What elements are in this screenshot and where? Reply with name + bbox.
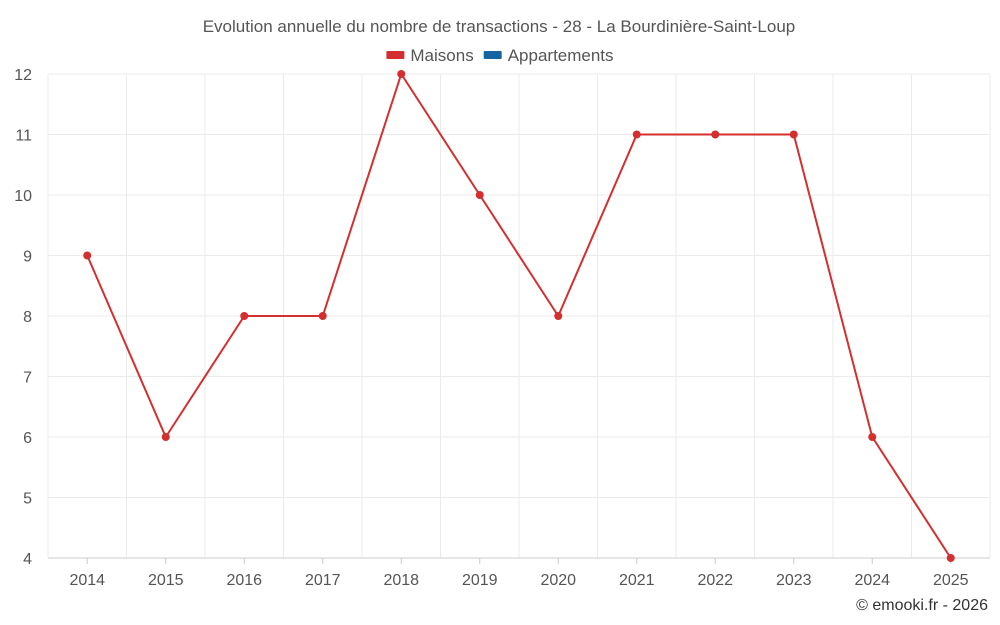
x-tick-label: 2016 [226, 572, 262, 589]
x-tick-label: 2024 [854, 572, 890, 589]
data-point[interactable] [240, 312, 249, 320]
grid [47, 73, 991, 558]
x-tick-label: 2022 [697, 572, 733, 589]
y-tick-label: 10 [14, 188, 32, 205]
x-tick-label: 2020 [540, 572, 576, 589]
legend-item-appartements[interactable]: Appartements [483, 46, 614, 65]
data-point[interactable] [868, 433, 877, 441]
x-tick-label: 2023 [776, 572, 812, 589]
y-tick-label: 8 [23, 309, 32, 326]
legend-swatch [386, 51, 405, 59]
x-tick-label: 2017 [305, 572, 341, 589]
y-tick-label: 7 [23, 370, 32, 387]
legend: Maisons Appartements [386, 46, 614, 65]
credit-text: © emooki.fr - 2026 [856, 597, 988, 614]
x-tick-label: 2014 [69, 572, 105, 589]
legend-swatch [483, 51, 502, 59]
data-point[interactable] [789, 130, 798, 139]
y-tick-label: 9 [23, 249, 32, 266]
y-tick-label: 4 [23, 551, 32, 568]
series-line-maisons [86, 73, 952, 559]
data-point[interactable] [554, 312, 563, 320]
y-tick-label: 6 [23, 430, 32, 447]
data-point[interactable] [632, 130, 641, 139]
data-point[interactable] [946, 554, 955, 562]
data-point[interactable] [83, 251, 92, 260]
legend-item-maisons[interactable]: Maisons [386, 46, 474, 65]
data-point[interactable] [475, 191, 484, 199]
y-tick-label: 5 [23, 491, 32, 508]
data-point[interactable] [711, 130, 720, 139]
data-point[interactable] [397, 70, 406, 78]
x-tick-label: 2025 [933, 572, 969, 589]
chart-title: Evolution annuelle du nombre de transact… [203, 17, 796, 36]
data-point[interactable] [161, 433, 170, 441]
series-layer [83, 70, 955, 562]
x-tick-label: 2019 [462, 572, 498, 589]
axes: 4 5 6 7 8 9 10 11 12 2014 2015 2016 2017 2018 2019 2020… [14, 67, 990, 589]
x-tick-label: 2015 [148, 572, 184, 589]
x-tick-label: 2021 [619, 572, 655, 589]
y-tick-label: 12 [14, 67, 32, 84]
legend-label: Appartements [508, 46, 614, 65]
x-tick-label: 2018 [383, 572, 419, 589]
data-point[interactable] [318, 312, 327, 320]
y-tick-label: 11 [15, 128, 32, 145]
legend-label: Maisons [410, 46, 473, 65]
